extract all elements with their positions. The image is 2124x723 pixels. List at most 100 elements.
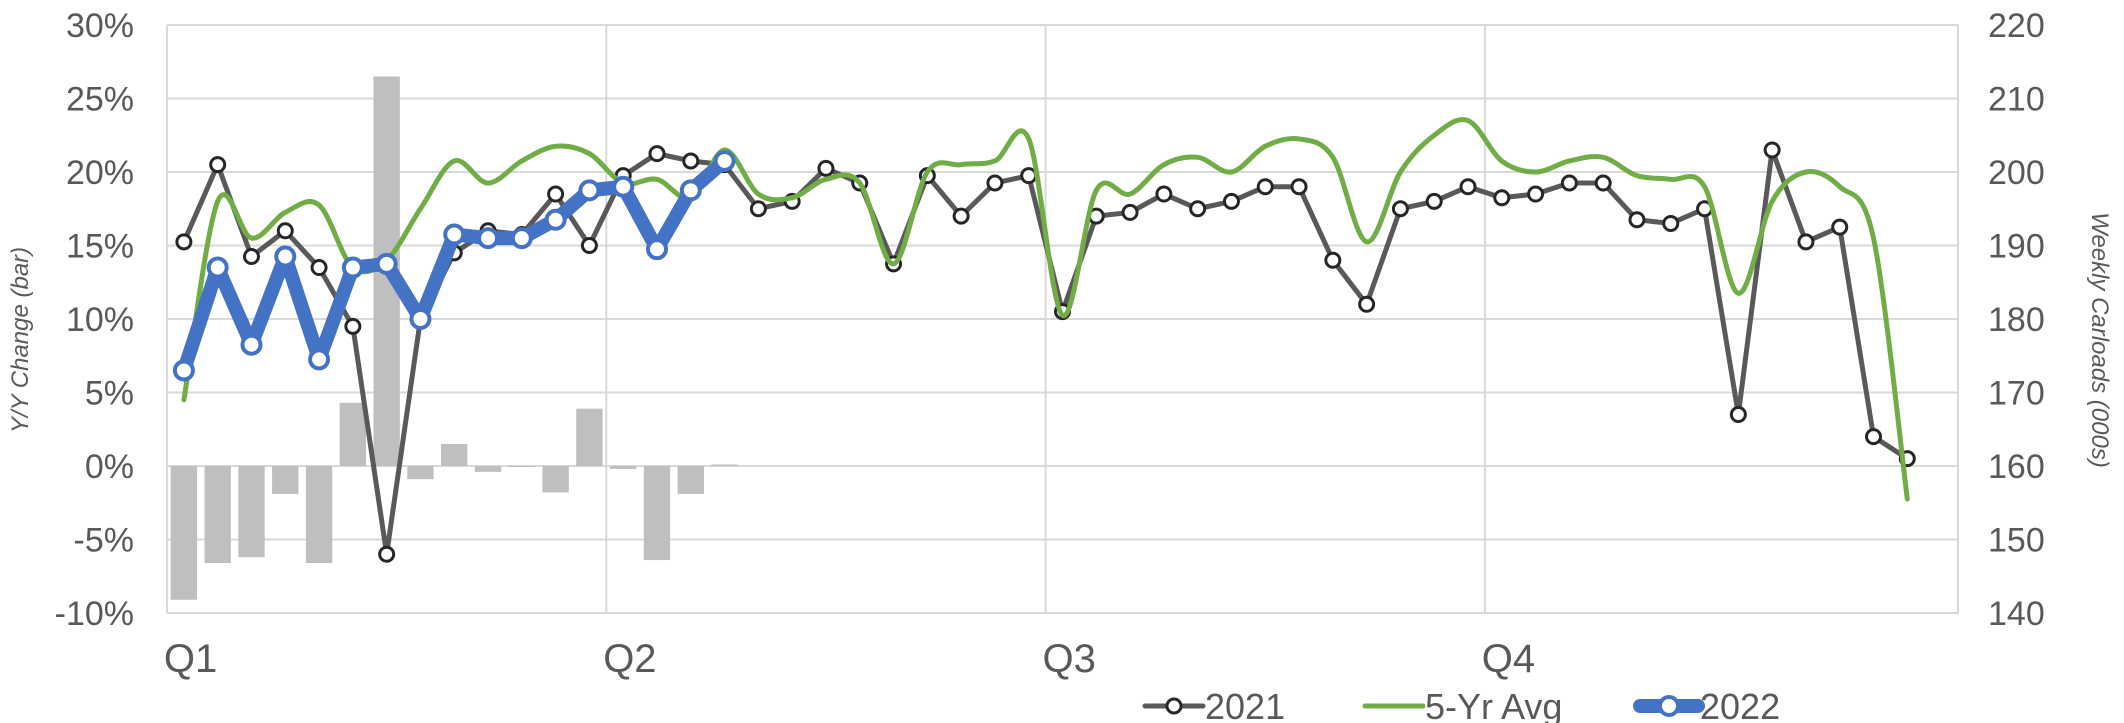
yoy-bar bbox=[339, 402, 367, 466]
point-2021 bbox=[242, 248, 260, 266]
axes: 30% 25% 20% 15% 10% 5% 0% -5% -10% 220 210 200 190 18… bbox=[55, 7, 2045, 681]
point-2022 bbox=[679, 179, 702, 202]
point-2021 bbox=[344, 317, 362, 335]
yoy-bar bbox=[643, 466, 671, 561]
point-2021 bbox=[1560, 174, 1578, 192]
point-2021 bbox=[1425, 192, 1443, 210]
left-tick-label: 20% bbox=[66, 154, 134, 192]
point-2021 bbox=[1290, 178, 1308, 196]
point-2021 bbox=[1493, 189, 1511, 207]
point-2021 bbox=[1662, 214, 1680, 232]
point-2021 bbox=[378, 545, 396, 563]
point-2022 bbox=[172, 359, 195, 382]
yoy-bar bbox=[576, 408, 603, 466]
point-2021 bbox=[1121, 203, 1139, 221]
point-2021 bbox=[1865, 428, 1883, 446]
left-tick-label: -5% bbox=[74, 522, 134, 560]
line-series bbox=[172, 117, 1916, 563]
point-2022 bbox=[308, 348, 331, 371]
point-2021 bbox=[1222, 192, 1240, 210]
yoy-bar bbox=[677, 466, 704, 494]
point-2021 bbox=[276, 222, 294, 240]
point-2021 bbox=[1459, 178, 1477, 196]
right-tick-label: 210 bbox=[1988, 81, 2045, 119]
right-tick-label: 190 bbox=[1988, 228, 2045, 266]
left-tick-label: 30% bbox=[66, 7, 134, 45]
point-2022 bbox=[612, 175, 635, 198]
point-2021 bbox=[1763, 141, 1781, 159]
yoy-bar bbox=[204, 466, 231, 564]
yoy-bar bbox=[170, 466, 198, 600]
left-tick-label: 25% bbox=[66, 81, 134, 119]
point-2022 bbox=[477, 227, 500, 250]
point-2021 bbox=[1527, 185, 1545, 203]
yoy-bar bbox=[711, 464, 738, 466]
x-category-label: Q2 bbox=[603, 637, 656, 681]
point-2022 bbox=[274, 245, 297, 268]
point-2021 bbox=[648, 145, 666, 163]
yoy-bar bbox=[407, 466, 434, 480]
point-2021 bbox=[1729, 406, 1747, 424]
yoy-bar bbox=[610, 466, 637, 469]
point-2021 bbox=[682, 152, 700, 170]
left-tick-label: 0% bbox=[85, 448, 134, 486]
right-tick-label: 200 bbox=[1988, 154, 2045, 192]
yoy-bar bbox=[305, 466, 333, 564]
point-2022 bbox=[578, 179, 601, 202]
legend-label: 2022 bbox=[1700, 686, 1780, 723]
yoy-bar bbox=[238, 466, 265, 558]
right-tick-label: 160 bbox=[1988, 448, 2045, 486]
point-2021 bbox=[547, 185, 565, 203]
point-2022 bbox=[409, 308, 432, 330]
left-tick-label: -10% bbox=[55, 595, 134, 633]
point-2022 bbox=[645, 238, 668, 261]
point-2021 bbox=[209, 156, 227, 174]
point-2022 bbox=[206, 256, 229, 279]
point-2022 bbox=[443, 223, 466, 246]
right-tick-label: 180 bbox=[1988, 301, 2045, 339]
point-2021 bbox=[986, 174, 1004, 192]
x-category-label: Q1 bbox=[164, 637, 217, 681]
yoy-bar bbox=[542, 466, 569, 493]
right-tick-label: 140 bbox=[1988, 595, 2045, 633]
point-2022 bbox=[240, 333, 263, 356]
point-2021 bbox=[1391, 200, 1409, 218]
point-2021 bbox=[1155, 185, 1173, 203]
x-category-label: Q3 bbox=[1043, 637, 1096, 681]
point-2021 bbox=[952, 207, 970, 225]
legend-label: 2021 bbox=[1205, 686, 1285, 723]
point-2021 bbox=[1628, 211, 1646, 229]
point-2021 bbox=[1358, 295, 1376, 313]
point-2022 bbox=[341, 256, 364, 279]
legend: 2021 5-Yr Avg 2022 bbox=[1142, 686, 1780, 723]
point-2021 bbox=[1797, 233, 1815, 251]
point-2021 bbox=[1594, 174, 1612, 192]
point-2021 bbox=[1831, 218, 1849, 236]
left-tick-label: 10% bbox=[66, 301, 134, 339]
yoy-bar bbox=[272, 466, 299, 494]
right-tick-label: 220 bbox=[1988, 7, 2045, 45]
legend-label: 5-Yr Avg bbox=[1425, 686, 1562, 723]
right-tick-label: 170 bbox=[1988, 375, 2045, 413]
point-2021 bbox=[1324, 251, 1342, 269]
legend-marker bbox=[1658, 695, 1680, 717]
legend-marker bbox=[1165, 697, 1183, 715]
point-2022 bbox=[375, 252, 398, 275]
point-2021 bbox=[817, 159, 835, 177]
yoy-bar bbox=[474, 466, 502, 472]
series-line-2022 bbox=[176, 153, 732, 378]
left-tick-label: 5% bbox=[85, 375, 134, 413]
point-2021 bbox=[580, 237, 598, 254]
yoy-bar bbox=[508, 466, 535, 467]
point-2021 bbox=[175, 233, 193, 251]
point-2021 bbox=[749, 200, 767, 218]
point-2022 bbox=[510, 227, 533, 250]
point-2021 bbox=[310, 259, 328, 277]
yoy-bar bbox=[441, 443, 468, 466]
series-line-5-yr-avg bbox=[181, 117, 1910, 502]
point-2021 bbox=[1189, 200, 1207, 218]
x-category-label: Q4 bbox=[1482, 637, 1535, 681]
right-axis-title: Weekly Carloads (000s) bbox=[2086, 212, 2113, 468]
